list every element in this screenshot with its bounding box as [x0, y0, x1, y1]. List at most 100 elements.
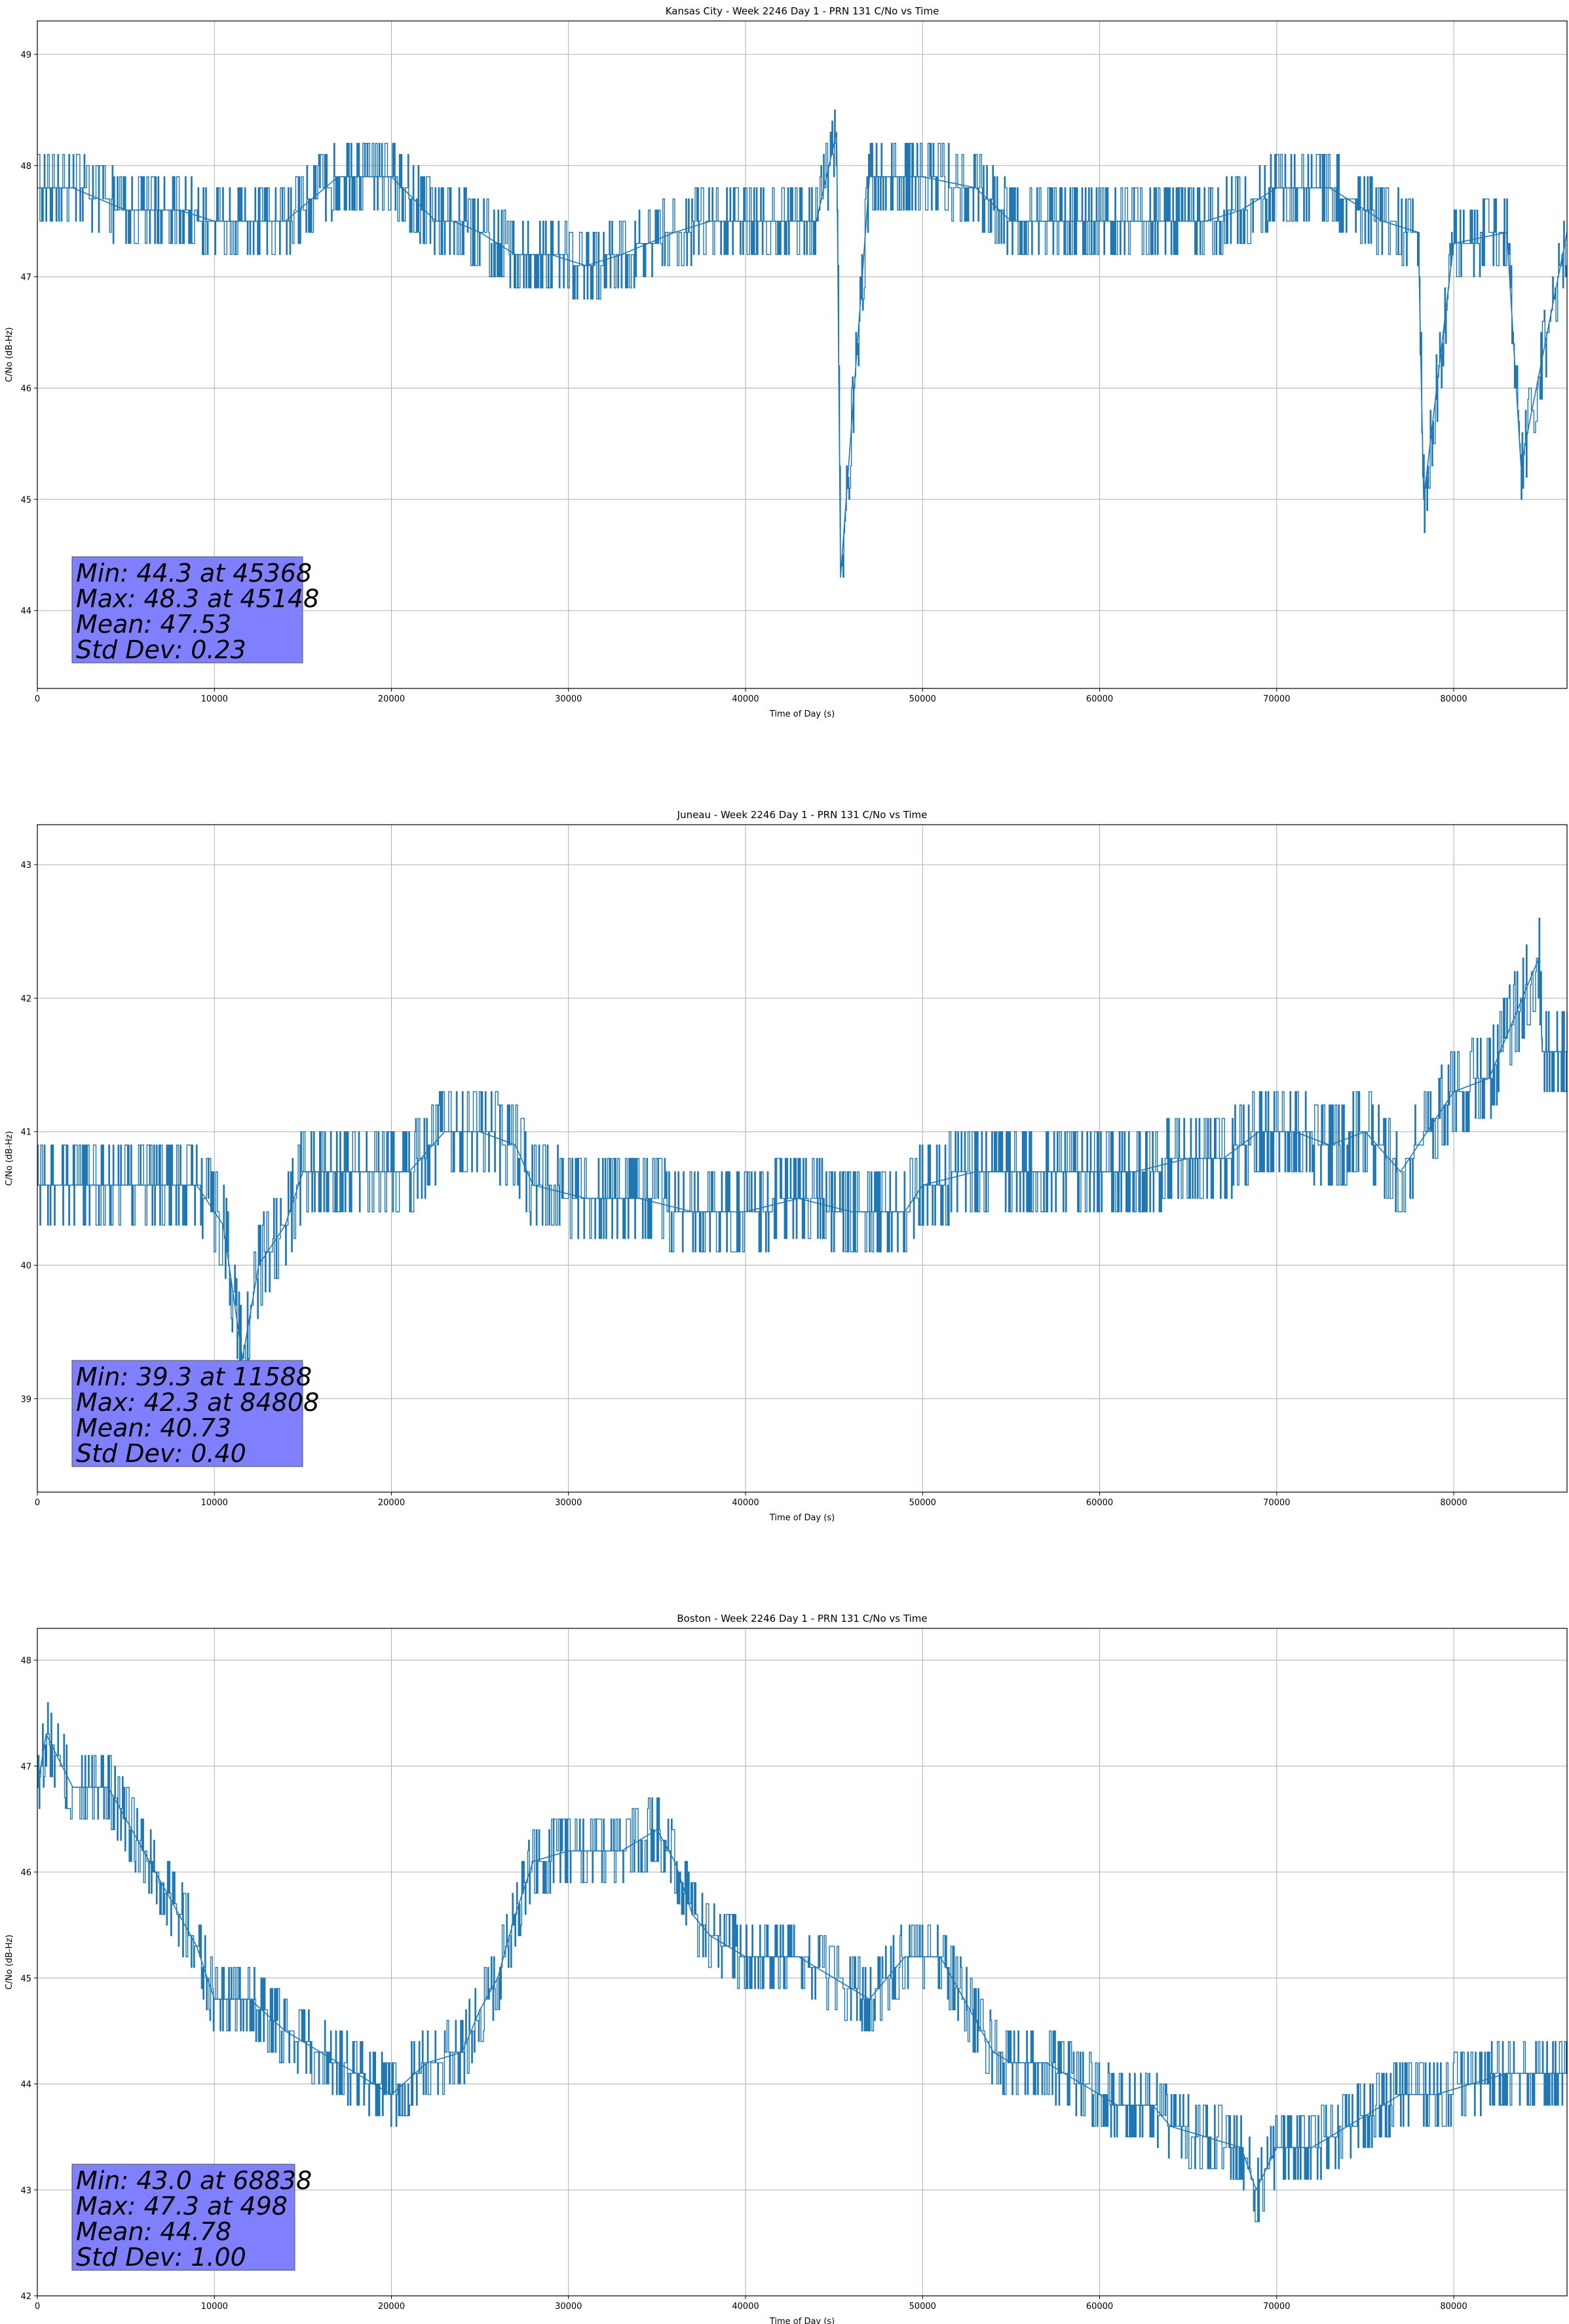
cno-data-point	[1506, 2072, 1507, 2074]
y-tick-label: 41	[20, 1128, 31, 1138]
cno-data-point	[709, 1935, 711, 1936]
x-tick-label: 30000	[555, 1498, 582, 1508]
chart-title: Boston - Week 2246 Day 1 - PRN 131 C/No …	[677, 1613, 927, 1624]
cno-data-point	[302, 1171, 304, 1172]
cno-data-point	[869, 1998, 870, 2000]
cno-data-point	[1435, 2093, 1437, 2095]
cno-data-point	[258, 1264, 259, 1266]
cno-data-point	[355, 1171, 357, 1172]
x-tick-label: 80000	[1440, 1498, 1467, 1508]
x-tick-label: 80000	[1440, 694, 1467, 704]
cno-data-point	[1010, 2062, 1012, 2063]
cno-data-point	[1276, 187, 1277, 189]
x-tick-label: 40000	[732, 694, 759, 704]
cno-data-point	[957, 1988, 959, 1989]
x-tick-label: 0	[35, 1498, 40, 1508]
cno-data-point	[390, 2093, 392, 2095]
x-tick-label: 30000	[555, 2302, 582, 2312]
cno-data-point	[836, 132, 837, 133]
cno-data-point	[621, 253, 622, 255]
x-tick-label: 70000	[1263, 2302, 1290, 2312]
cno-data-point	[1347, 2126, 1348, 2127]
cno-data-point	[1418, 1144, 1419, 1146]
cno-data-point	[479, 231, 481, 233]
cno-data-point	[1152, 2105, 1154, 2106]
cno-data-point	[1365, 209, 1366, 211]
cno-data-point	[869, 176, 870, 178]
chart-panel-3: 0 10000 20000 30000 40000 50000 60000 70000 8000…	[5, 1613, 1568, 2324]
y-tick-label: 49	[20, 50, 31, 60]
cno-data-point	[479, 1131, 481, 1133]
cno-data-point	[798, 1197, 799, 1199]
stats-box	[71, 556, 303, 664]
cno-data-point	[107, 1786, 109, 1788]
stats-max: Max: 47.3 at 498	[76, 2192, 288, 2221]
cno-data-point	[567, 1850, 569, 1852]
cno-data-point	[532, 1184, 534, 1186]
cno-data-point	[320, 2052, 322, 2053]
x-tick-label: 20000	[378, 2302, 405, 2312]
cno-data-point	[178, 1913, 180, 1915]
stats-std-dev: Std Dev: 1.00	[76, 2243, 246, 2272]
y-tick-label: 39	[20, 1395, 31, 1404]
stats-min: Min: 43.0 at 68838	[76, 2166, 312, 2195]
cno-data-point	[840, 576, 841, 578]
x-tick-label: 60000	[1086, 1498, 1113, 1508]
cno-data-point	[337, 176, 339, 178]
x-tick-label: 50000	[909, 2302, 936, 2312]
cno-data-point	[639, 1197, 640, 1199]
chart-panel-2: 0 10000 20000 30000 40000 50000 60000 70000 8000…	[5, 809, 1568, 1523]
cno-data-point	[143, 1850, 144, 1852]
stats-max: Max: 42.3 at 84808	[76, 1388, 319, 1417]
y-tick-label: 43	[20, 861, 31, 871]
cno-data-point	[851, 1211, 852, 1212]
cno-data-point	[514, 253, 516, 255]
x-tick-label: 10000	[201, 1498, 228, 1508]
x-tick-label: 60000	[1086, 2302, 1113, 2312]
cno-data-point	[1329, 1144, 1331, 1146]
cno-series-line	[37, 1733, 1567, 2192]
x-tick-label: 20000	[378, 1498, 405, 1508]
cno-data-point	[1134, 220, 1136, 222]
cno-data-point	[1205, 220, 1207, 222]
cno-data-point	[1453, 242, 1454, 244]
stats-box	[71, 2164, 295, 2271]
cno-data-point	[1046, 2062, 1048, 2063]
cno-data-point	[1382, 220, 1384, 222]
x-axis-label: Time of Day (s)	[769, 1513, 835, 1523]
stats-min: Min: 39.3 at 11588	[76, 1362, 312, 1391]
cno-data-point	[161, 1882, 162, 1883]
y-tick-label: 46	[20, 384, 31, 394]
cno-data-point	[745, 1956, 746, 1958]
cno-data-point	[453, 220, 454, 222]
cno-data-point	[284, 220, 286, 222]
cno-data-point	[444, 1131, 445, 1133]
stats-max: Max: 48.3 at 45148	[76, 584, 319, 613]
cno-data-point	[833, 1977, 835, 1979]
cno-data-point	[1255, 2189, 1257, 2191]
cno-data-point	[497, 1977, 499, 1979]
chart-panel-1: 0 10000 20000 30000 40000 50000 60000 70000 8000…	[5, 5, 1568, 719]
cno-data-point	[514, 1913, 516, 1915]
stats-std-dev: Std Dev: 0.23	[76, 635, 246, 664]
cno-data-point	[461, 2052, 463, 2053]
cno-data-point	[242, 1358, 243, 1359]
axes-frame	[37, 20, 1568, 689]
cno-data-point	[1222, 1157, 1224, 1159]
cno-data-point	[1063, 220, 1065, 222]
cno-data-point	[1240, 2146, 1242, 2148]
cno-data-point	[45, 1733, 47, 1735]
y-axis-label: C/No (dB-Hz)	[5, 1131, 14, 1186]
cno-data-point	[656, 1829, 658, 1831]
cno-data-point	[90, 1184, 91, 1186]
cno-data-point	[585, 1197, 587, 1199]
cno-data-point	[674, 231, 675, 233]
cno-data-point	[178, 209, 180, 211]
cno-data-point	[1134, 1171, 1136, 1172]
stats-min: Min: 44.3 at 45368	[76, 559, 312, 588]
cno-data-point	[1423, 498, 1424, 500]
y-tick-label: 40	[20, 1262, 31, 1271]
cno-data-point	[922, 1184, 924, 1186]
y-tick-label: 44	[20, 607, 31, 616]
x-axis-label: Time of Day (s)	[769, 709, 835, 719]
